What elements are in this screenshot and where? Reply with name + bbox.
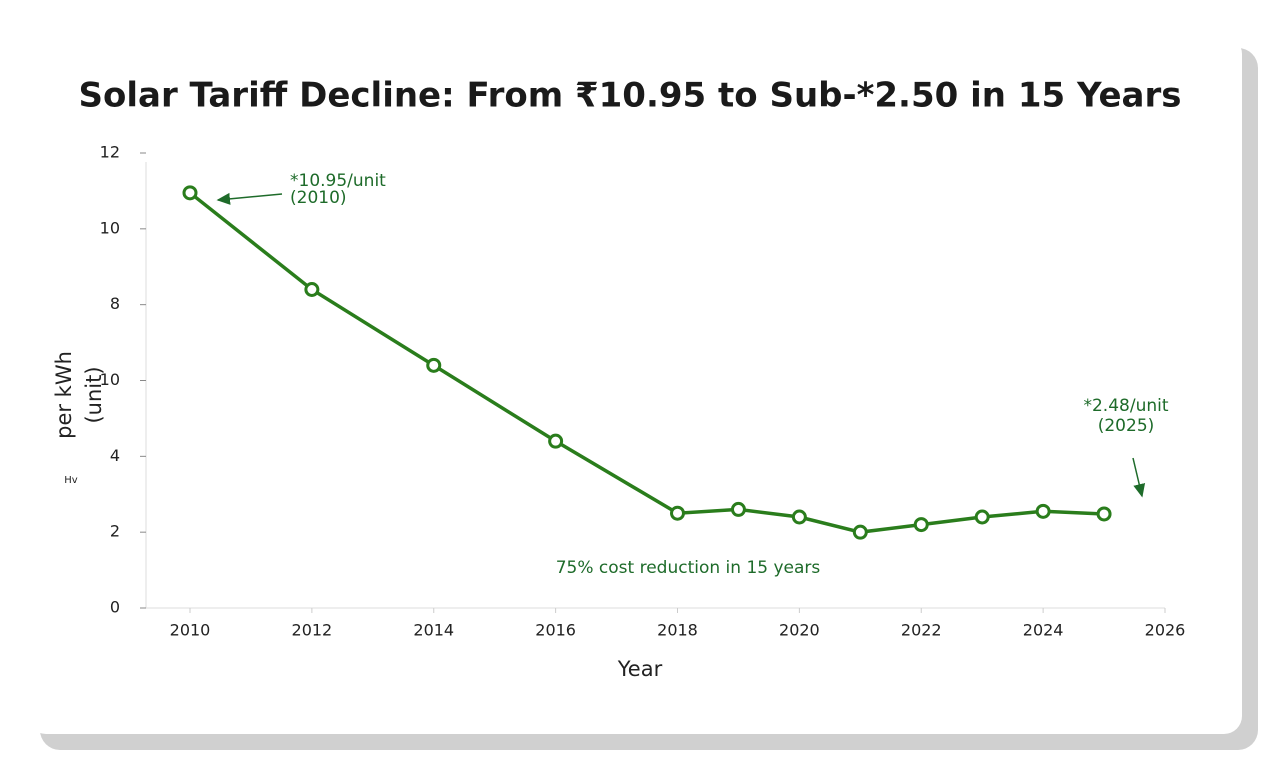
- point: [913, 517, 929, 533]
- x-tick-label: 2020: [779, 621, 820, 640]
- x-tick-label: 2018: [657, 621, 698, 640]
- y-tick-label: 12: [100, 143, 120, 162]
- y-tick-label: 8: [110, 294, 120, 313]
- x-tick-label: 2012: [292, 621, 333, 640]
- chart-title: Solar Tariff Decline: From ₹10.95 to Sub…: [79, 76, 1182, 116]
- x-tick-label: 2024: [1023, 621, 1064, 640]
- x-tick-label: 2010: [170, 621, 211, 640]
- annotation-arrow: [216, 192, 283, 205]
- line: [188, 191, 1105, 534]
- point: [852, 524, 868, 540]
- point: [1096, 506, 1112, 522]
- point: [730, 501, 746, 517]
- x-tick-label: 2022: [901, 621, 942, 640]
- annotation-arrow: [1132, 457, 1146, 498]
- point: [304, 282, 320, 297]
- card: [28, 36, 1242, 734]
- x-tick-label: 2014: [413, 621, 454, 640]
- annotation: 75% cost reduction in 15 years: [556, 558, 821, 578]
- annotation: (2025): [1098, 416, 1155, 436]
- y-axis-label: per kWh (unit): [52, 351, 106, 439]
- y-axis-label-line: per kWh: [52, 351, 76, 439]
- x-axis-label: Year: [617, 657, 663, 681]
- y-tick-label: 10: [100, 370, 120, 389]
- point: [548, 433, 564, 449]
- y-tick-label: 4: [110, 446, 120, 465]
- annotation: *10.95/unit: [290, 171, 386, 191]
- point: [182, 185, 198, 201]
- annotation: (2010): [290, 188, 347, 208]
- point: [791, 509, 807, 525]
- point: [1035, 503, 1051, 519]
- point: [670, 505, 685, 521]
- point: [974, 509, 990, 525]
- x-tick-label: 2016: [535, 621, 576, 640]
- y-tick-label: 2: [110, 522, 120, 541]
- y-tick-label: 0: [110, 598, 120, 617]
- y-axis-note: Hv: [64, 475, 78, 486]
- y-axis-label-line: (unit): [82, 366, 106, 423]
- y-tick-label: 10: [100, 218, 120, 237]
- annotation: *2.48/unit: [1083, 396, 1168, 416]
- x-tick-label: 2026: [1145, 621, 1186, 640]
- point: [426, 357, 442, 373]
